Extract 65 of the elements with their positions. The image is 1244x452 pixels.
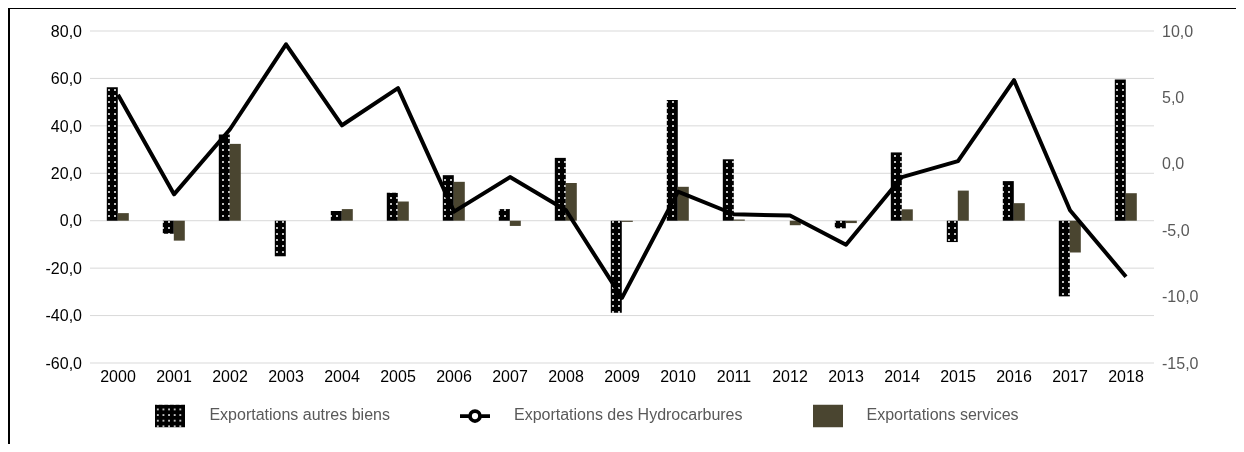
- y2-tick-label: 5,0: [1162, 89, 1185, 107]
- x-tick-label: 2018: [1108, 368, 1144, 386]
- bar: [890, 152, 902, 221]
- bar: [554, 157, 566, 221]
- x-tick-label: 2011: [716, 368, 752, 386]
- bar: [341, 209, 353, 221]
- y2-tick-label: 10,0: [1162, 22, 1194, 40]
- bar: [330, 210, 342, 221]
- x-tick-label: 2001: [156, 368, 192, 386]
- legend-label: Exportations autres biens: [209, 406, 390, 424]
- bar: [957, 190, 969, 221]
- y2-tick-label: -15,0: [1162, 354, 1199, 372]
- bar: [498, 209, 510, 221]
- bar: [1069, 220, 1081, 253]
- x-tick-label: 2012: [772, 368, 808, 386]
- bar: [1013, 203, 1025, 221]
- legend-label: Exportations des Hydrocarbures: [513, 406, 743, 424]
- y-tick-label: 40,0: [50, 117, 83, 135]
- bar: [1125, 193, 1137, 221]
- x-tick-label: 2008: [548, 368, 584, 386]
- x-tick-label: 2003: [268, 368, 304, 386]
- x-tick-label: 2010: [660, 368, 696, 386]
- bar: [274, 220, 286, 257]
- y-tick-label: 60,0: [50, 70, 83, 88]
- bar: [1114, 79, 1126, 221]
- bar: [666, 100, 678, 221]
- bar: [834, 220, 846, 229]
- bar: [1002, 181, 1014, 221]
- bar: [117, 213, 129, 221]
- y-tick-label: -20,0: [45, 259, 83, 277]
- x-tick-label: 2017: [1052, 368, 1088, 386]
- x-tick-label: 2013: [828, 368, 864, 386]
- bar: [1058, 220, 1070, 297]
- bar: [229, 143, 241, 221]
- x-tick-label: 2004: [324, 368, 360, 386]
- y-tick-label: -40,0: [45, 307, 83, 325]
- y-tick-label: 20,0: [50, 164, 83, 182]
- bar: [173, 220, 185, 241]
- bar: [722, 159, 734, 221]
- bar: [218, 134, 230, 221]
- bar: [509, 220, 521, 226]
- x-tick-label: 2015: [940, 368, 976, 386]
- y-tick-label: -60,0: [45, 354, 83, 372]
- x-tick-label: 2000: [100, 368, 136, 386]
- x-tick-label: 2009: [604, 368, 640, 386]
- bar: [946, 220, 958, 243]
- line-series: [116, 42, 1128, 300]
- x-tick-label: 2007: [492, 368, 528, 386]
- y2-tick-label: 0,0: [1162, 155, 1185, 173]
- bar: [610, 220, 622, 313]
- x-tick-label: 2016: [996, 368, 1032, 386]
- x-tick-label: 2014: [884, 368, 920, 386]
- y-tick-label: 0,0: [59, 212, 83, 230]
- bar: [901, 209, 913, 221]
- x-tick-label: 2006: [436, 368, 472, 386]
- x-tick-label: 2002: [212, 368, 248, 386]
- y-tick-label: 80,0: [50, 22, 83, 40]
- y2-tick-label: -10,0: [1162, 288, 1199, 306]
- bar: [386, 192, 398, 221]
- legend-label: Exportations services: [866, 406, 1019, 424]
- bar: [162, 220, 174, 234]
- x-tick-label: 2005: [380, 368, 416, 386]
- bar: [106, 87, 118, 221]
- bar: [397, 201, 409, 221]
- y2-tick-label: -5,0: [1162, 221, 1190, 239]
